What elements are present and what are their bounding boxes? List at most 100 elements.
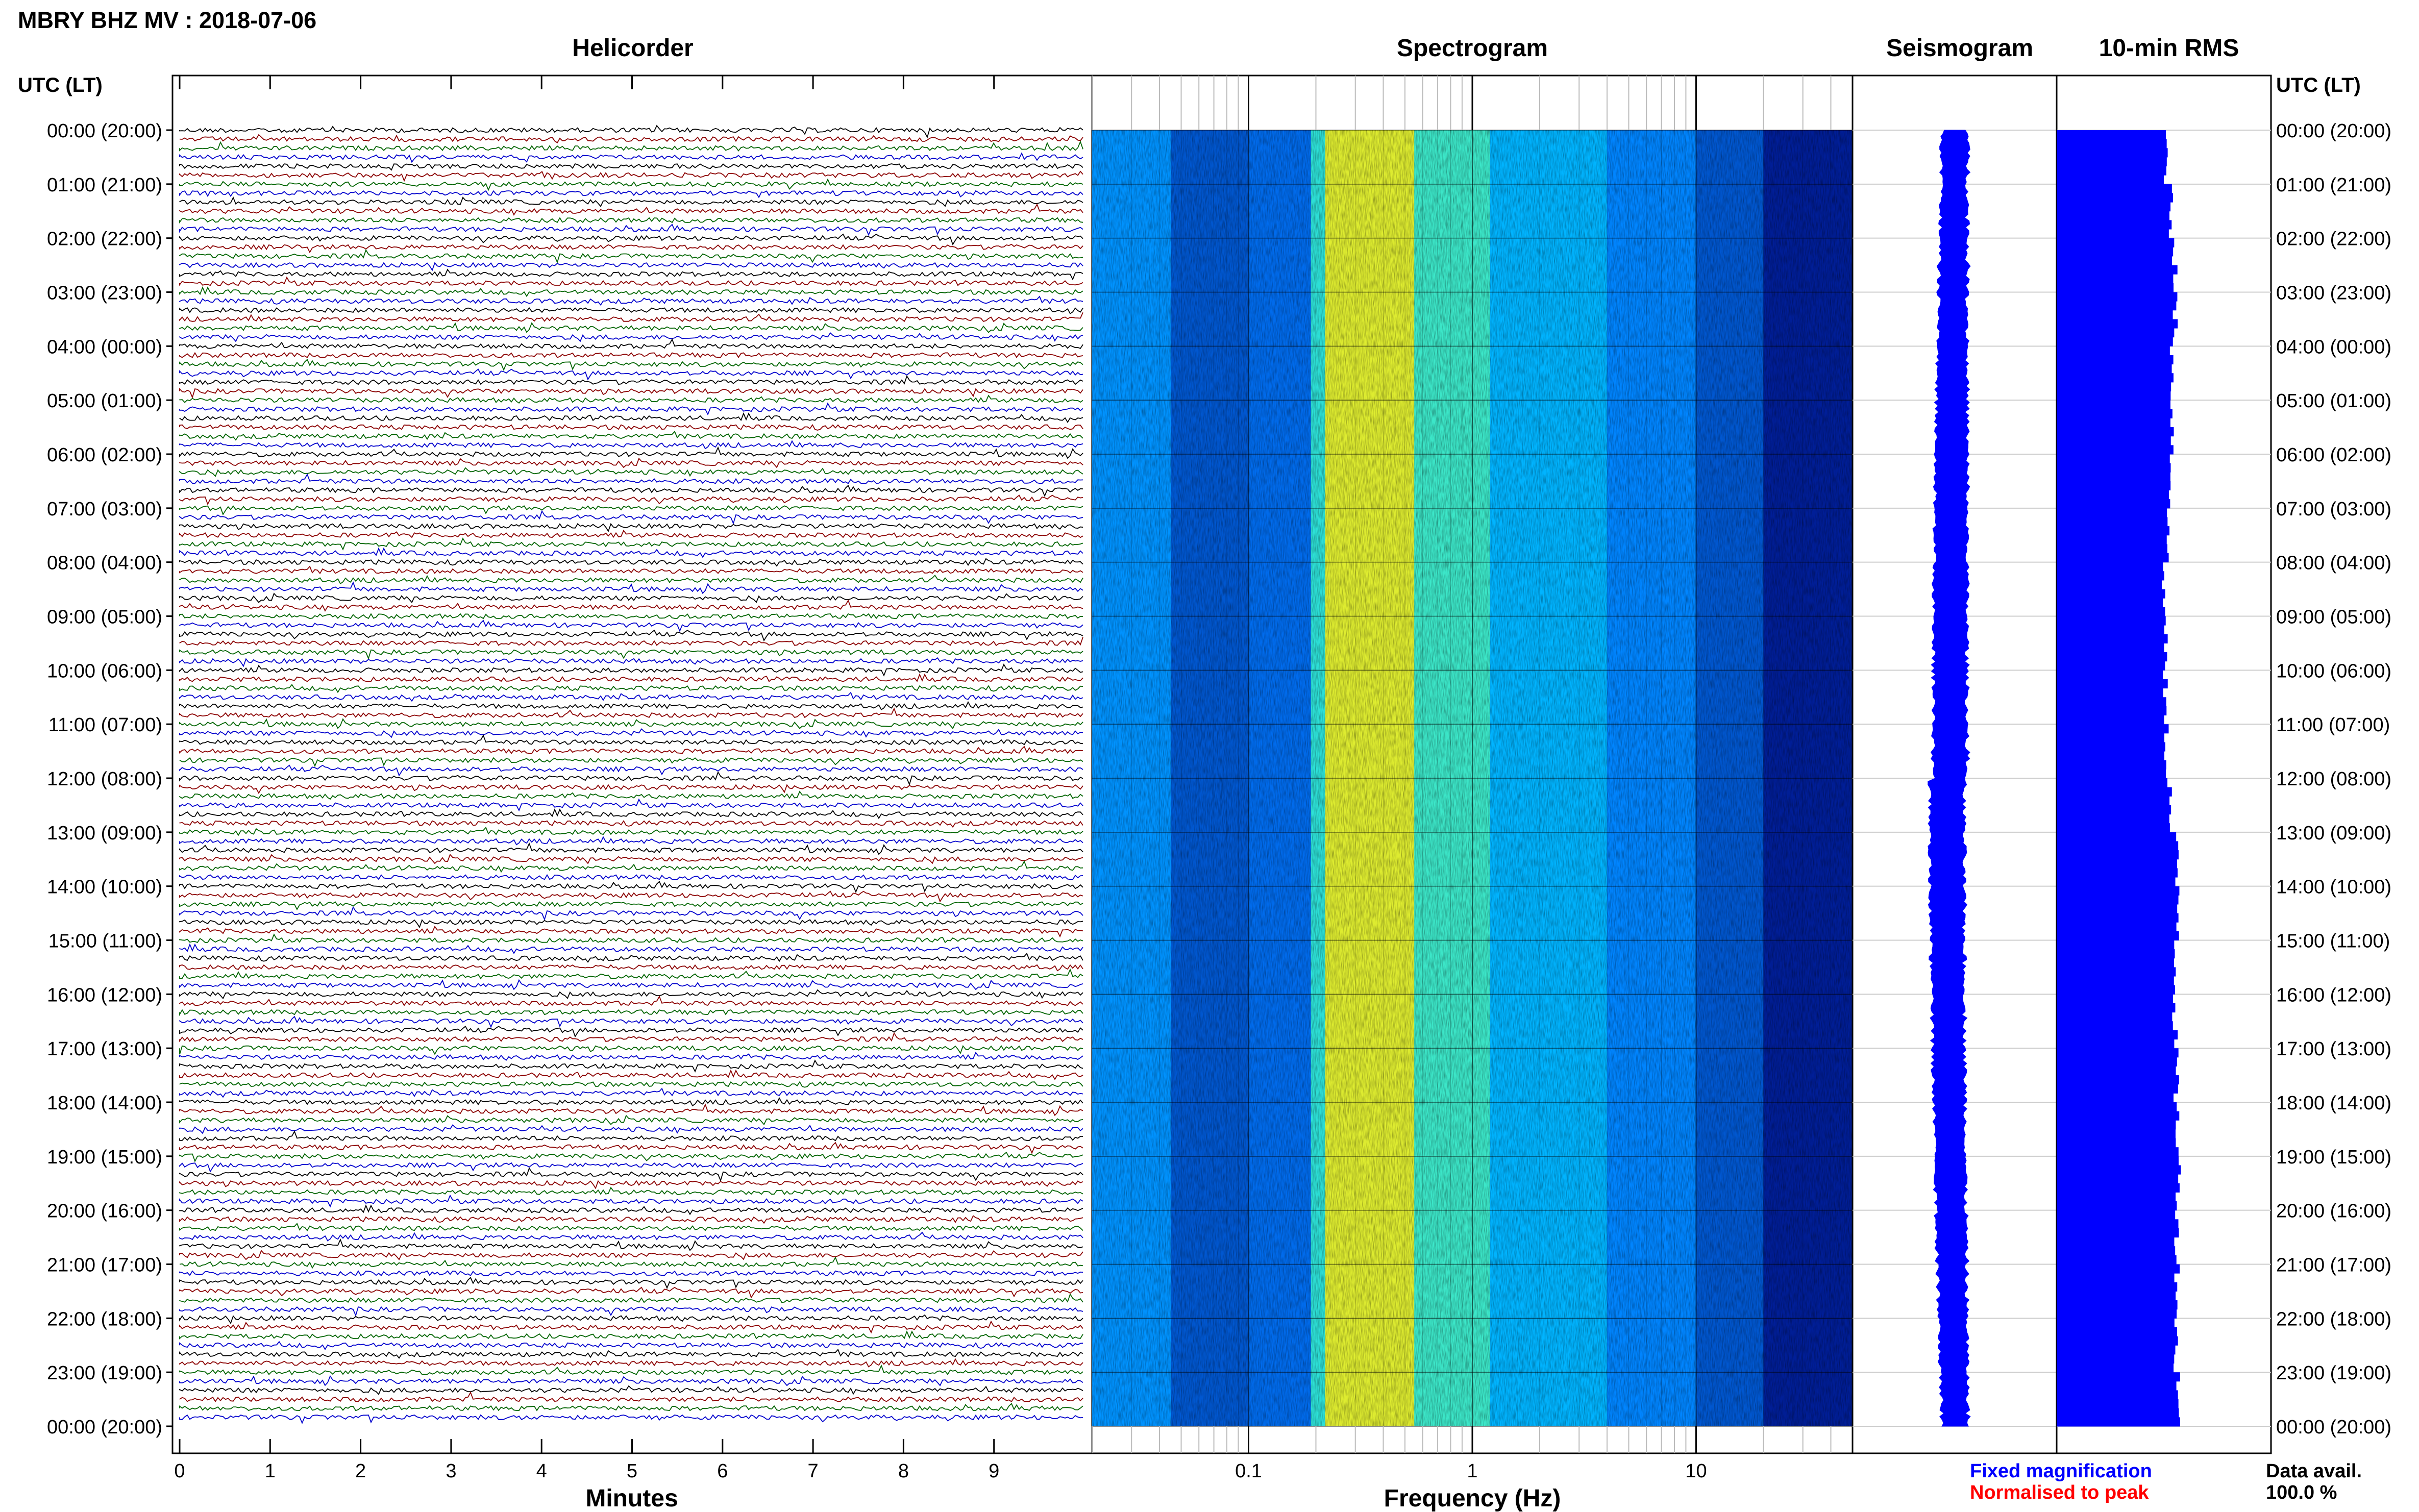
rms-bar [2057,652,2167,662]
helicorder-trace [179,152,1083,163]
minutes-tick-label: 9 [989,1460,999,1482]
rms-bar [2057,661,2165,671]
rms-bar [2057,1363,2174,1373]
rms-bar [2057,922,2177,932]
helicorder-trace [179,1015,1083,1028]
rms-bar [2057,1219,2179,1229]
rms-bar [2057,193,2173,203]
helicorder-trace [179,1204,1083,1216]
time-tick-label-right: 04:00 (00:00) [2276,336,2391,358]
seismogram-trace [1928,130,1971,1427]
helicorder-trace [179,134,1083,143]
rms-bar [2057,328,2175,338]
helicorder-trace [179,1186,1083,1196]
rms-bar [2057,427,2174,437]
rms-bar [2057,1084,2178,1094]
helicorder-trace [179,1270,1083,1277]
helicorder-trace [179,860,1083,873]
helicorder-trace [179,394,1083,404]
time-tick-label-left: 06:00 (02:00) [47,444,162,466]
rms-bar [2057,1273,2175,1283]
helicorder-trace [179,952,1083,963]
helicorder-trace [179,312,1083,323]
rms-bar [2057,1129,2176,1139]
helicorder-trace [179,798,1083,812]
helicorder-trace [179,880,1083,894]
time-tick-label-left: 14:00 (10:00) [47,877,162,898]
rms-bar [2057,364,2172,374]
rms-bar [2057,157,2167,167]
rms-bar [2057,877,2176,887]
rms-bar [2057,715,2164,725]
minutes-tick-label: 1 [265,1460,276,1482]
rms-bar [2057,481,2171,491]
rms-bar [2057,1390,2178,1400]
helicorder-panel: 0 1 2 3 4 5 6 7 8 9 [171,75,1093,1482]
helicorder-trace [179,707,1083,718]
rms-bar [2057,643,2164,653]
rms-bar [2057,1120,2176,1130]
helicorder-trace [179,1256,1083,1269]
rms-bar [2057,706,2167,716]
rms-bar [2057,1174,2179,1184]
helicorder-trace [179,629,1083,642]
helicorder-trace [179,575,1083,585]
helicorder-trace [179,1059,1083,1073]
time-tick-label-right: 16:00 (12:00) [2276,984,2391,1006]
spectrogram-title: Spectrogram [1397,35,1548,62]
helicorder-trace [179,827,1083,836]
time-tick-label-left: 10:00 (06:00) [47,660,162,682]
rms-bar [2057,1021,2173,1031]
helicorder-trace [179,322,1083,333]
rms-bar [2057,1381,2177,1391]
page-title: MBRY BHZ MV : 2018-07-06 [18,7,316,33]
rms-bar [2057,913,2179,923]
helicorder-trace [179,276,1083,286]
rms-bar [2057,1003,2176,1013]
time-tick-label-right: 07:00 (03:00) [2276,499,2391,520]
time-tick-label-right: 12:00 (08:00) [2276,769,2391,790]
rms-bar [2057,292,2178,302]
helicorder-trace [179,446,1083,459]
helicorder-trace [179,1130,1083,1142]
spectrogram-panel: 0.1 1 10 [1091,75,1854,1482]
helicorder-trace [179,619,1083,632]
rms-bar [2057,463,2171,473]
helicorder-trace [179,424,1083,431]
helicorder-trace [179,1293,1083,1303]
time-tick-label-right: 11:00 (07:00) [2276,714,2390,736]
helicorder-trace [179,262,1083,271]
minutes-tick-label: 7 [808,1460,819,1482]
rms-bar [2057,1012,2173,1022]
rms-bar [2057,400,2170,410]
rms-bar [2057,814,2169,824]
helicorder-trace [179,430,1083,441]
rms-bar [2057,940,2175,950]
minutes-tick-label: 3 [446,1460,456,1482]
helicorder-trace [179,673,1083,682]
helicorder-trace [179,1103,1083,1117]
helicorder-trace [179,1341,1083,1350]
helicorder-trace [179,1087,1083,1098]
helicorder-trace [179,592,1083,604]
rms-bar [2057,1399,2179,1409]
rms-bar [2057,958,2175,968]
helicorder-trace [179,1051,1083,1061]
helicorder-trace [179,565,1083,575]
time-tick-label-left: 00:00 (20:00) [47,120,162,142]
rms-bar [2057,895,2179,905]
helicorder-trace [179,964,1083,972]
time-tick-label-right: 14:00 (10:00) [2276,877,2391,898]
rms-bar [2057,1147,2179,1157]
helicorder-trace [179,820,1083,828]
rms-bar [2057,418,2170,428]
rms-bar [2057,589,2165,599]
helicorder-trace [179,1231,1083,1242]
helicorder-trace [179,190,1083,199]
minutes-tick-label: 4 [536,1460,547,1482]
seismogram-title: Seismogram [1886,35,2033,62]
helicorder-trace [179,375,1083,385]
legend-normalised-to-peak: Normalised to peak [1970,1482,2149,1503]
helicorder-trace [179,764,1083,777]
helicorder-trace [179,1180,1083,1189]
